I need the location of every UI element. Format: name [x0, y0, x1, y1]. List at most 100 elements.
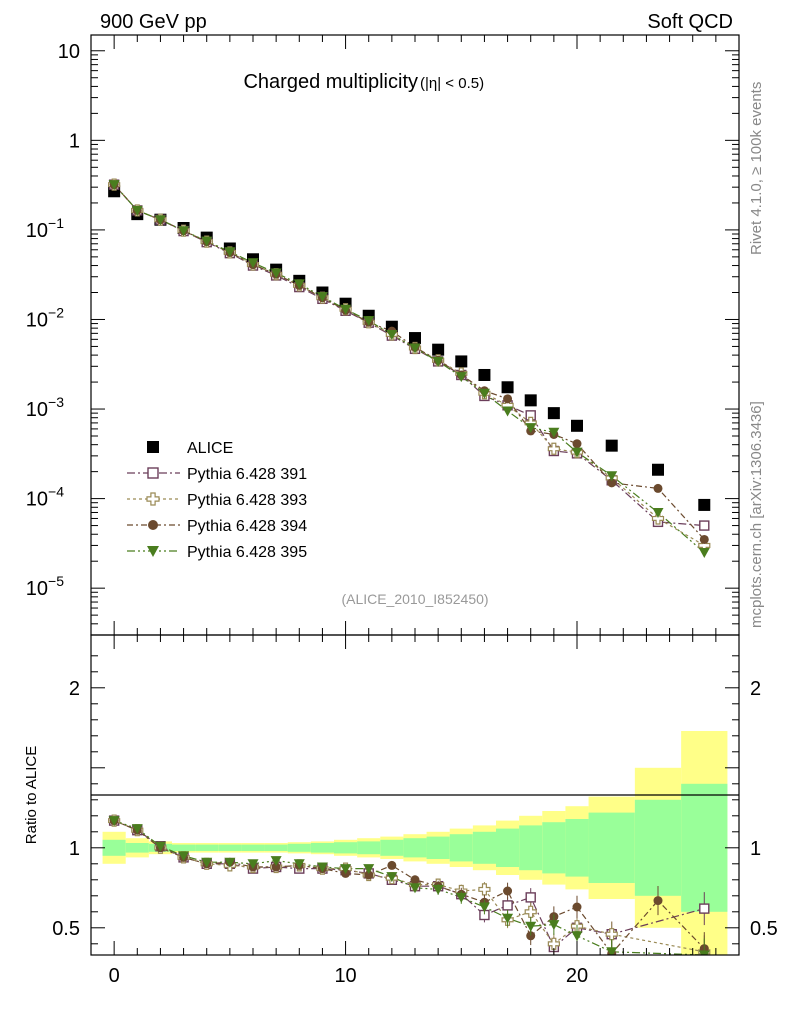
data-point [364, 870, 374, 880]
data-point [699, 534, 709, 544]
ratio-line [113, 820, 705, 948]
data-point [363, 864, 375, 875]
data-point [607, 478, 617, 488]
data-point [293, 859, 305, 870]
data-point [571, 419, 583, 432]
uncertainty-band-inner [172, 844, 196, 851]
uncertainty-band-inner [426, 836, 450, 859]
data-point [606, 471, 618, 482]
ratio-axis-ticks: 0.5 0.51 12 20 10 20 [52, 635, 778, 987]
data-point [154, 841, 166, 852]
data-point [386, 872, 398, 883]
data-point [572, 902, 582, 912]
data-point [502, 913, 514, 924]
plot-title-suffix: (|η| < 0.5) [420, 75, 484, 92]
ratio-ylabel: Ratio to ALICE [23, 746, 40, 844]
uncertainty-band-inner [380, 839, 404, 856]
data-point [147, 546, 159, 557]
data-point [605, 928, 618, 941]
uncertainty-band-inner [241, 844, 265, 851]
x-tick-label: 10 [334, 965, 356, 987]
data-point [271, 862, 281, 872]
data-point [432, 343, 445, 356]
data-point [316, 862, 328, 873]
data-point [525, 921, 537, 932]
uncertainty-band-inner [449, 834, 473, 862]
data-point [524, 905, 537, 918]
legend-label: ALICE [187, 440, 233, 457]
data-point [572, 439, 582, 449]
data-point [147, 441, 159, 453]
uncertainty-band-inner [634, 799, 682, 896]
data-point [131, 205, 143, 216]
data-point [432, 884, 444, 895]
legend-label: Pythia 6.428 395 [187, 544, 307, 561]
data-point [340, 864, 352, 875]
uncertainty-band-inner [310, 843, 334, 853]
data-point [605, 439, 618, 452]
uncertainty-band-inner [565, 819, 589, 877]
data-point [178, 226, 190, 237]
data-point [652, 507, 664, 518]
legend-label: Pythia 6.428 394 [187, 518, 307, 535]
data-point [178, 851, 190, 862]
data-point [478, 902, 490, 913]
uncertainty-band-inner [519, 825, 543, 871]
data-point [409, 883, 421, 894]
y-tick-label-right: 0.5 [750, 918, 778, 940]
y-tick-label: 10−3 [26, 394, 64, 421]
uncertainty-band-inner [472, 831, 496, 864]
y-tick-label-right: 2 [750, 678, 761, 700]
uncertainty-band-inner [588, 812, 635, 883]
data-point [131, 824, 143, 835]
ratio-series-layer [108, 814, 711, 955]
rivet-label: Rivet 4.1.0, ≥ 100k events [748, 82, 765, 255]
data-point [270, 268, 282, 279]
uncertainty-band-inner [102, 839, 126, 856]
data-point [525, 892, 536, 903]
data-point [410, 875, 420, 885]
legend-label: Pythia 6.428 391 [187, 466, 307, 483]
data-point [653, 896, 663, 906]
data-point [387, 860, 397, 870]
data-point [201, 857, 213, 868]
data-point [698, 498, 711, 511]
data-point [478, 368, 491, 381]
main-axis-ticks: 10 1 10−1 10−2 10−3 10−4 10−5 [26, 35, 740, 636]
main-plot-panel: 10 1 10−1 10−2 10−3 10−4 10−5 Charged multipli… [26, 34, 740, 636]
ratio-line [113, 820, 705, 955]
uncertainty-band-inner [334, 842, 358, 854]
data-point [270, 856, 282, 867]
data-point [455, 355, 468, 368]
data-point [363, 316, 375, 327]
data-point [432, 356, 444, 367]
data-point [224, 247, 236, 258]
data-point [154, 215, 166, 226]
data-point [455, 372, 467, 383]
data-point [503, 394, 513, 404]
data-point [503, 886, 513, 896]
data-point [386, 329, 398, 340]
data-point [547, 442, 560, 455]
uncertainty-band-inner [681, 783, 728, 912]
data-point [548, 920, 560, 931]
data-point [526, 931, 536, 941]
legend: ALICE Pythia 6.428 391 Pythia 6.428 393 Pyt… [127, 440, 307, 561]
data-point [146, 492, 160, 506]
data-point [571, 931, 583, 942]
uncertainty-band-inner [195, 844, 219, 851]
y-tick-label: 10−4 [26, 484, 64, 511]
data-point [409, 343, 421, 354]
y-tick-label: 10−1 [26, 215, 64, 242]
header-left: 900 GeV pp [100, 11, 207, 33]
uncertainty-band-inner [287, 843, 311, 852]
uncertainty-band-inner [125, 843, 149, 853]
data-point [316, 292, 328, 303]
data-point [455, 892, 467, 903]
plot-title: Charged multiplicity [243, 71, 418, 93]
data-point [108, 816, 120, 827]
data-point [201, 236, 213, 247]
uncertainty-band-inner [496, 828, 520, 867]
y-tick-label: 10 [58, 41, 80, 63]
data-point [653, 483, 663, 493]
